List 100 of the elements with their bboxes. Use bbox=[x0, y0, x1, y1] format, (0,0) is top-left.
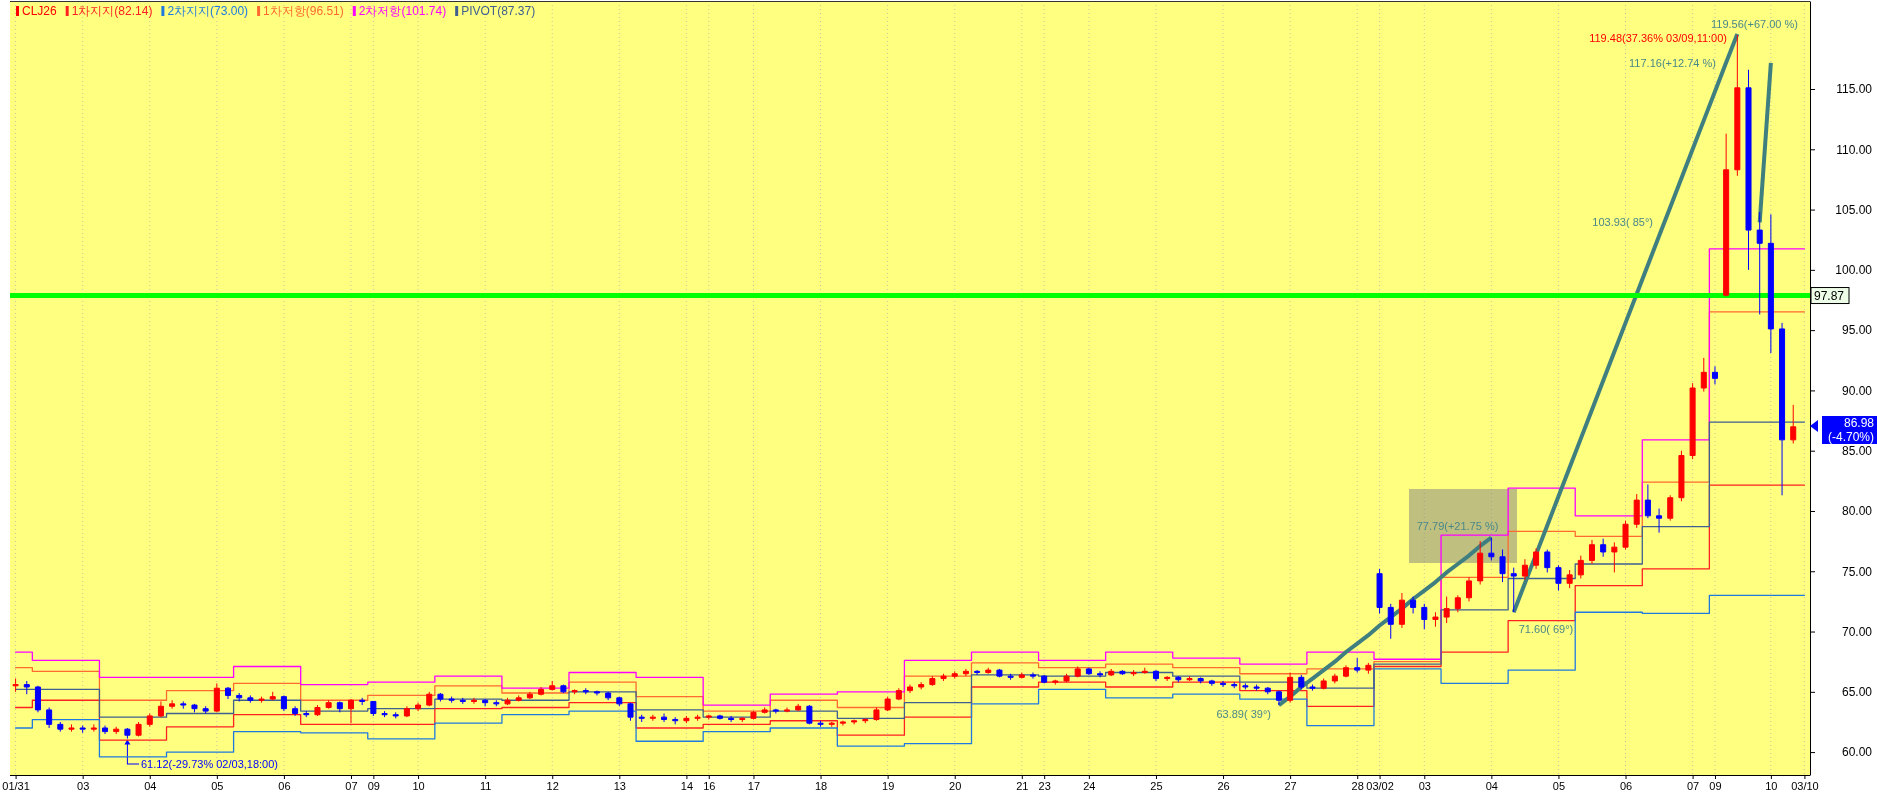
candlestick bbox=[336, 700, 343, 713]
x-tick-label: 04 bbox=[1485, 779, 1498, 792]
candlestick bbox=[325, 699, 332, 710]
candlestick bbox=[247, 694, 254, 704]
candlestick bbox=[1097, 670, 1104, 678]
x-tick-label: 05 bbox=[211, 779, 224, 792]
candlestick bbox=[1164, 675, 1171, 682]
annotation: 119.48(37.36% 03/09,11:00) bbox=[1589, 32, 1727, 44]
candlestick bbox=[1365, 662, 1372, 675]
candlestick bbox=[504, 697, 511, 706]
legend-label: 1차지지(82.14) bbox=[71, 4, 153, 18]
candlestick bbox=[1711, 365, 1718, 385]
candlestick bbox=[694, 714, 701, 722]
candlestick bbox=[1454, 594, 1461, 613]
candlestick bbox=[1376, 568, 1383, 614]
x-tick-label: 04 bbox=[144, 779, 157, 792]
candlestick bbox=[90, 723, 97, 733]
candlestick bbox=[627, 702, 634, 722]
legend-label: CLJ26 bbox=[22, 4, 58, 18]
x-tick-label: 05 bbox=[1552, 779, 1566, 792]
candlestick bbox=[135, 721, 142, 737]
text: 86.98 bbox=[1843, 416, 1875, 430]
candlestick bbox=[1644, 483, 1651, 519]
candlestick bbox=[1354, 657, 1361, 674]
candlestick bbox=[1052, 679, 1059, 686]
candlestick bbox=[1320, 678, 1327, 690]
candlestick bbox=[1041, 674, 1048, 684]
candlestick bbox=[303, 710, 310, 718]
candlestick bbox=[962, 668, 969, 677]
candlestick bbox=[1152, 669, 1159, 682]
y-tick-label: 60.00 bbox=[1841, 745, 1873, 760]
candlestick bbox=[817, 720, 824, 728]
y-tick-label: 110.00 bbox=[1836, 142, 1873, 157]
candlestick bbox=[582, 687, 589, 695]
candlestick bbox=[560, 684, 567, 694]
candlestick bbox=[347, 698, 355, 724]
candlestick bbox=[862, 717, 869, 724]
candlestick bbox=[1287, 672, 1294, 704]
candlestick bbox=[1767, 213, 1774, 354]
candlestick bbox=[784, 706, 791, 713]
candlestick bbox=[1678, 450, 1685, 502]
legend-label: PIVOT(87.37) bbox=[461, 4, 536, 18]
candlestick bbox=[1544, 549, 1551, 573]
annotation: 71.60( 69°) bbox=[1518, 623, 1574, 635]
annotation: 63.89( 39°) bbox=[1216, 708, 1271, 720]
x-tick-label: 24 bbox=[1083, 779, 1096, 792]
y-tick-label: 115.00 bbox=[1836, 82, 1873, 97]
candlestick bbox=[1029, 672, 1036, 680]
candlestick bbox=[68, 723, 75, 733]
candlestick bbox=[918, 681, 925, 690]
candlestick bbox=[225, 686, 232, 700]
legend-label: 2차저항(101.74) bbox=[358, 4, 447, 18]
candlestick bbox=[102, 725, 109, 735]
x-tick-label: 07 bbox=[345, 779, 358, 792]
y-tick-label: 95.00 bbox=[1841, 323, 1873, 338]
candlestick bbox=[1085, 667, 1092, 676]
candlestick bbox=[370, 700, 377, 717]
y-tick-label: 70.00 bbox=[1841, 624, 1873, 639]
candlestick bbox=[1656, 508, 1663, 534]
candlestick bbox=[1510, 567, 1517, 613]
x-tick-label: 19 bbox=[882, 779, 895, 792]
candlestick bbox=[605, 691, 612, 701]
candlestick bbox=[806, 704, 813, 725]
candlestick bbox=[1734, 34, 1741, 177]
candlestick bbox=[1197, 676, 1204, 684]
candlestick bbox=[538, 686, 545, 696]
candlestick bbox=[884, 696, 891, 712]
candlestick bbox=[1443, 596, 1450, 624]
candlestick bbox=[403, 705, 410, 718]
candlestick bbox=[895, 687, 902, 701]
candlestick bbox=[202, 705, 209, 715]
x-tick-label: 01/31 bbox=[2, 779, 30, 792]
candlestick bbox=[1186, 675, 1193, 682]
candlestick bbox=[1633, 493, 1640, 529]
candlestick bbox=[258, 696, 265, 704]
candlestick bbox=[1074, 666, 1081, 678]
x-tick-label: 13 bbox=[613, 779, 626, 792]
candlestick bbox=[1007, 673, 1014, 681]
candlestick bbox=[34, 685, 41, 713]
candlestick bbox=[23, 680, 30, 695]
candlestick bbox=[1398, 592, 1405, 629]
x-tick-label: 18 bbox=[814, 779, 828, 792]
candlestick bbox=[1533, 547, 1540, 570]
candlestick bbox=[1745, 69, 1752, 271]
candlestick bbox=[1566, 569, 1573, 589]
x-tick-label: 09 bbox=[367, 779, 380, 792]
candlestick bbox=[974, 669, 981, 676]
candlestick bbox=[873, 706, 880, 722]
candlestick bbox=[1465, 576, 1473, 602]
candlestick bbox=[739, 716, 746, 723]
candlestick bbox=[1477, 540, 1484, 586]
candlestick bbox=[929, 675, 936, 687]
candlestick bbox=[1555, 564, 1562, 592]
candlestick bbox=[359, 697, 366, 706]
annotation: 61.12(-29.73% 02/03,18:00) bbox=[141, 758, 278, 770]
x-tick-label: 28 bbox=[1351, 779, 1364, 792]
annotation: 103.93( 85°) bbox=[1592, 216, 1653, 228]
candlestick bbox=[1779, 322, 1786, 496]
candlestick bbox=[1264, 686, 1271, 695]
candlestick bbox=[426, 691, 433, 707]
